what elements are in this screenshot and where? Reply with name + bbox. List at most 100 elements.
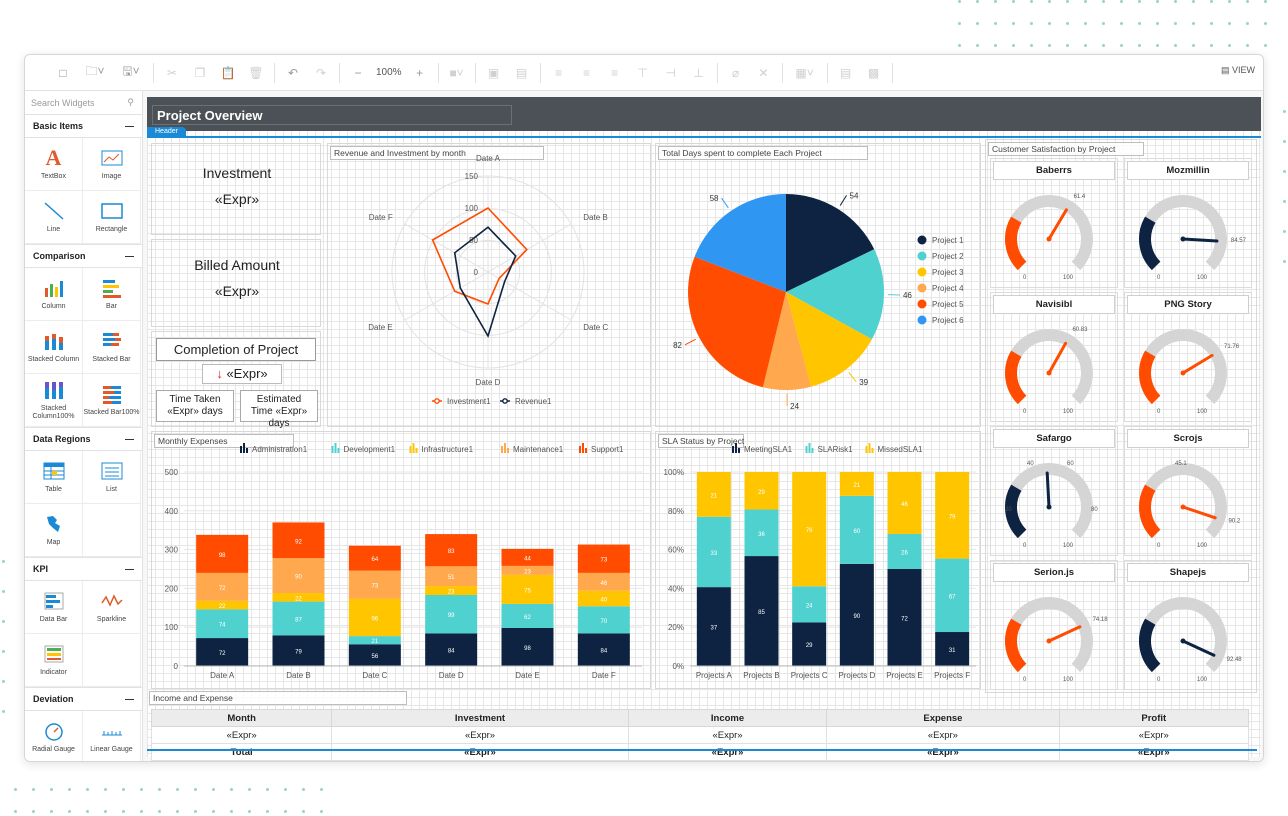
header-tag[interactable]: Header <box>147 127 186 138</box>
radar-chart-panel[interactable]: Revenue and Investment by month Date A Da… <box>327 143 651 427</box>
gauge-card[interactable]: Safargo 0 100 20 40 60 80 <box>990 426 1118 556</box>
table-cell[interactable]: «Expr» <box>1058 726 1250 744</box>
table-cell[interactable]: «Expr» <box>331 726 629 744</box>
widget-search[interactable]: Search Widgets ⚲ <box>25 91 142 115</box>
widget-radial-gauge[interactable]: Radial Gauge <box>25 711 83 761</box>
sla-status-panel[interactable]: SLA Status by Project 0% 20% 40% 60% 80% 100%… <box>655 431 981 689</box>
snap-icon[interactable]: ▤ <box>839 65 852 80</box>
category-deviation[interactable]: Deviation — <box>25 688 142 711</box>
paste-icon[interactable]: 📋 <box>220 65 236 80</box>
send-back-icon[interactable]: ▤ <box>515 65 528 80</box>
undo-icon[interactable]: ↶ <box>287 65 299 80</box>
category-kpi[interactable]: KPI — <box>25 558 142 581</box>
gauge-card[interactable]: Mozmillin 0 100 84.57 <box>1124 158 1252 288</box>
view-button[interactable]: ▤ VIEW <box>1221 65 1255 76</box>
widget-bar[interactable]: Bar <box>83 268 141 321</box>
widget-sparkline[interactable]: Sparkline <box>83 581 141 634</box>
time-taken[interactable]: Time Taken «Expr» days <box>156 390 234 422</box>
zoom-out-icon[interactable]: − <box>354 65 362 80</box>
table-header[interactable]: Profit <box>1058 709 1250 727</box>
report-title[interactable]: Project Overview <box>152 105 512 125</box>
investment-panel[interactable]: Investment «Expr» <box>151 143 321 235</box>
completion-label[interactable]: Completion of Project <box>156 338 316 361</box>
table-cell[interactable]: Total <box>150 743 333 761</box>
table-cell[interactable]: «Expr» <box>331 743 629 761</box>
gauge-card[interactable]: Baberrs 0 100 61.4 <box>990 158 1118 288</box>
collapse-icon[interactable]: — <box>125 694 134 704</box>
zoom-level[interactable]: 100% <box>376 67 402 78</box>
collapse-icon[interactable]: — <box>125 251 134 261</box>
ruler-icon[interactable]: ▩ <box>867 65 880 80</box>
bring-front-icon[interactable]: ▣ <box>487 65 500 80</box>
widget-table[interactable]: Table <box>25 451 83 504</box>
widget-stacked-bar-100[interactable]: Stacked Bar100% <box>83 374 141 427</box>
table-header[interactable]: Investment <box>331 709 629 727</box>
widget-map[interactable]: Map <box>25 504 83 557</box>
align-bottom-icon[interactable]: ⊥ <box>693 65 704 80</box>
gauge-card[interactable]: Navisibl 0 100 60.83 <box>990 292 1118 422</box>
delete-icon[interactable]: 🗑 <box>248 65 264 80</box>
widget-data-bar[interactable]: Data Bar <box>25 581 83 634</box>
table-header[interactable]: Month <box>150 709 333 727</box>
income-expense-panel[interactable]: Income and Expense Month Investment Inco… <box>147 691 1257 761</box>
widget-indicator[interactable]: Indicator <box>25 634 83 687</box>
completion-panel[interactable]: Completion of Project ↓ «Expr» Time Take… <box>151 331 321 429</box>
category-basic-items[interactable]: Basic Items — <box>25 115 142 138</box>
category-data-regions[interactable]: Data Regions — <box>25 428 142 451</box>
collapse-icon[interactable]: — <box>125 121 134 131</box>
fill-color-icon[interactable]: ■˅ <box>449 65 464 80</box>
widget-column[interactable]: Column <box>25 268 83 321</box>
report-sheet[interactable]: Project Overview Header Investment «Expr… <box>147 97 1261 761</box>
monthly-expenses-panel[interactable]: Monthly Expenses 0 100 200 300 400 500 72 74 22 7… <box>151 431 651 689</box>
cut-icon[interactable]: ✂ <box>166 65 178 80</box>
save-icon[interactable]: 🖫˅ <box>122 64 140 78</box>
income-expense-table[interactable]: Month Investment Income Expense Profit «… <box>150 709 1250 761</box>
gauge-card[interactable]: Shapejs 0 100 92.48 <box>1124 560 1252 690</box>
align-center-icon[interactable]: ≡ <box>583 65 591 80</box>
distribute-h-icon[interactable]: ⌀ <box>731 65 740 80</box>
align-middle-icon[interactable]: ⊣ <box>665 65 676 80</box>
design-canvas[interactable]: Project Overview Header Investment «Expr… <box>143 91 1263 761</box>
table-cell[interactable]: «Expr» <box>150 726 333 744</box>
align-top-icon[interactable]: ⊤ <box>637 65 648 80</box>
report-header[interactable]: Project Overview Header <box>147 97 1261 138</box>
widget-textbox[interactable]: A TextBox <box>25 138 83 191</box>
align-left-icon[interactable]: ≡ <box>555 65 563 80</box>
estimated-time[interactable]: Estimated Time «Expr» days <box>240 390 318 429</box>
table-cell[interactable]: «Expr» <box>1058 743 1250 761</box>
grid-icon[interactable]: ▦˅ <box>795 65 814 80</box>
table-header[interactable]: Expense <box>826 709 1060 727</box>
collapse-icon[interactable]: — <box>125 564 134 574</box>
widget-list[interactable]: List <box>83 451 141 504</box>
gauge-card[interactable]: PNG Story 0 100 71.76 <box>1124 292 1252 422</box>
search-icon[interactable]: ⚲ <box>127 97 134 107</box>
category-comparison[interactable]: Comparison — <box>25 245 142 268</box>
gauge-card[interactable]: Serion.js 0 100 74.18 <box>990 560 1118 690</box>
table-cell[interactable]: «Expr» <box>826 726 1060 744</box>
zoom-in-icon[interactable]: + <box>416 65 424 80</box>
search-input[interactable]: Search Widgets <box>31 97 95 108</box>
table-cell[interactable]: «Expr» <box>826 743 1060 761</box>
gauge-card[interactable]: Scrojs 0 100 90.2 45.1 <box>1124 426 1252 556</box>
widget-stacked-column-100[interactable]: Stacked Column100% <box>25 374 83 427</box>
widget-image[interactable]: Image <box>83 138 141 191</box>
table-header[interactable]: Income <box>627 709 828 727</box>
redo-icon[interactable]: ↷ <box>315 65 327 80</box>
billed-panel[interactable]: Billed Amount «Expr» <box>151 239 321 327</box>
table-cell[interactable]: «Expr» <box>627 726 828 744</box>
distribute-v-icon[interactable]: ✕ <box>758 65 769 80</box>
widget-line[interactable]: Line <box>25 191 83 244</box>
widget-rectangle[interactable]: Rectangle <box>83 191 141 244</box>
completion-value-box[interactable]: ↓ «Expr» <box>202 364 282 384</box>
open-folder-icon[interactable]: 🗀˅ <box>85 64 105 78</box>
widget-linear-gauge[interactable]: Linear Gauge <box>83 711 141 761</box>
widget-stacked-column[interactable]: Stacked Column <box>25 321 83 374</box>
copy-icon[interactable]: ❐ <box>194 65 206 80</box>
widget-stacked-bar[interactable]: Stacked Bar <box>83 321 141 374</box>
pie-chart-panel[interactable]: Total Days spent to complete Each Projec… <box>655 143 981 427</box>
new-file-icon[interactable]: □ <box>59 65 67 80</box>
align-right-icon[interactable]: ≡ <box>611 65 619 80</box>
satisfaction-panel[interactable]: Customer Satisfaction by Project Baberrs… <box>985 139 1257 693</box>
table-cell[interactable]: «Expr» <box>627 743 828 761</box>
collapse-icon[interactable]: — <box>125 434 134 444</box>
